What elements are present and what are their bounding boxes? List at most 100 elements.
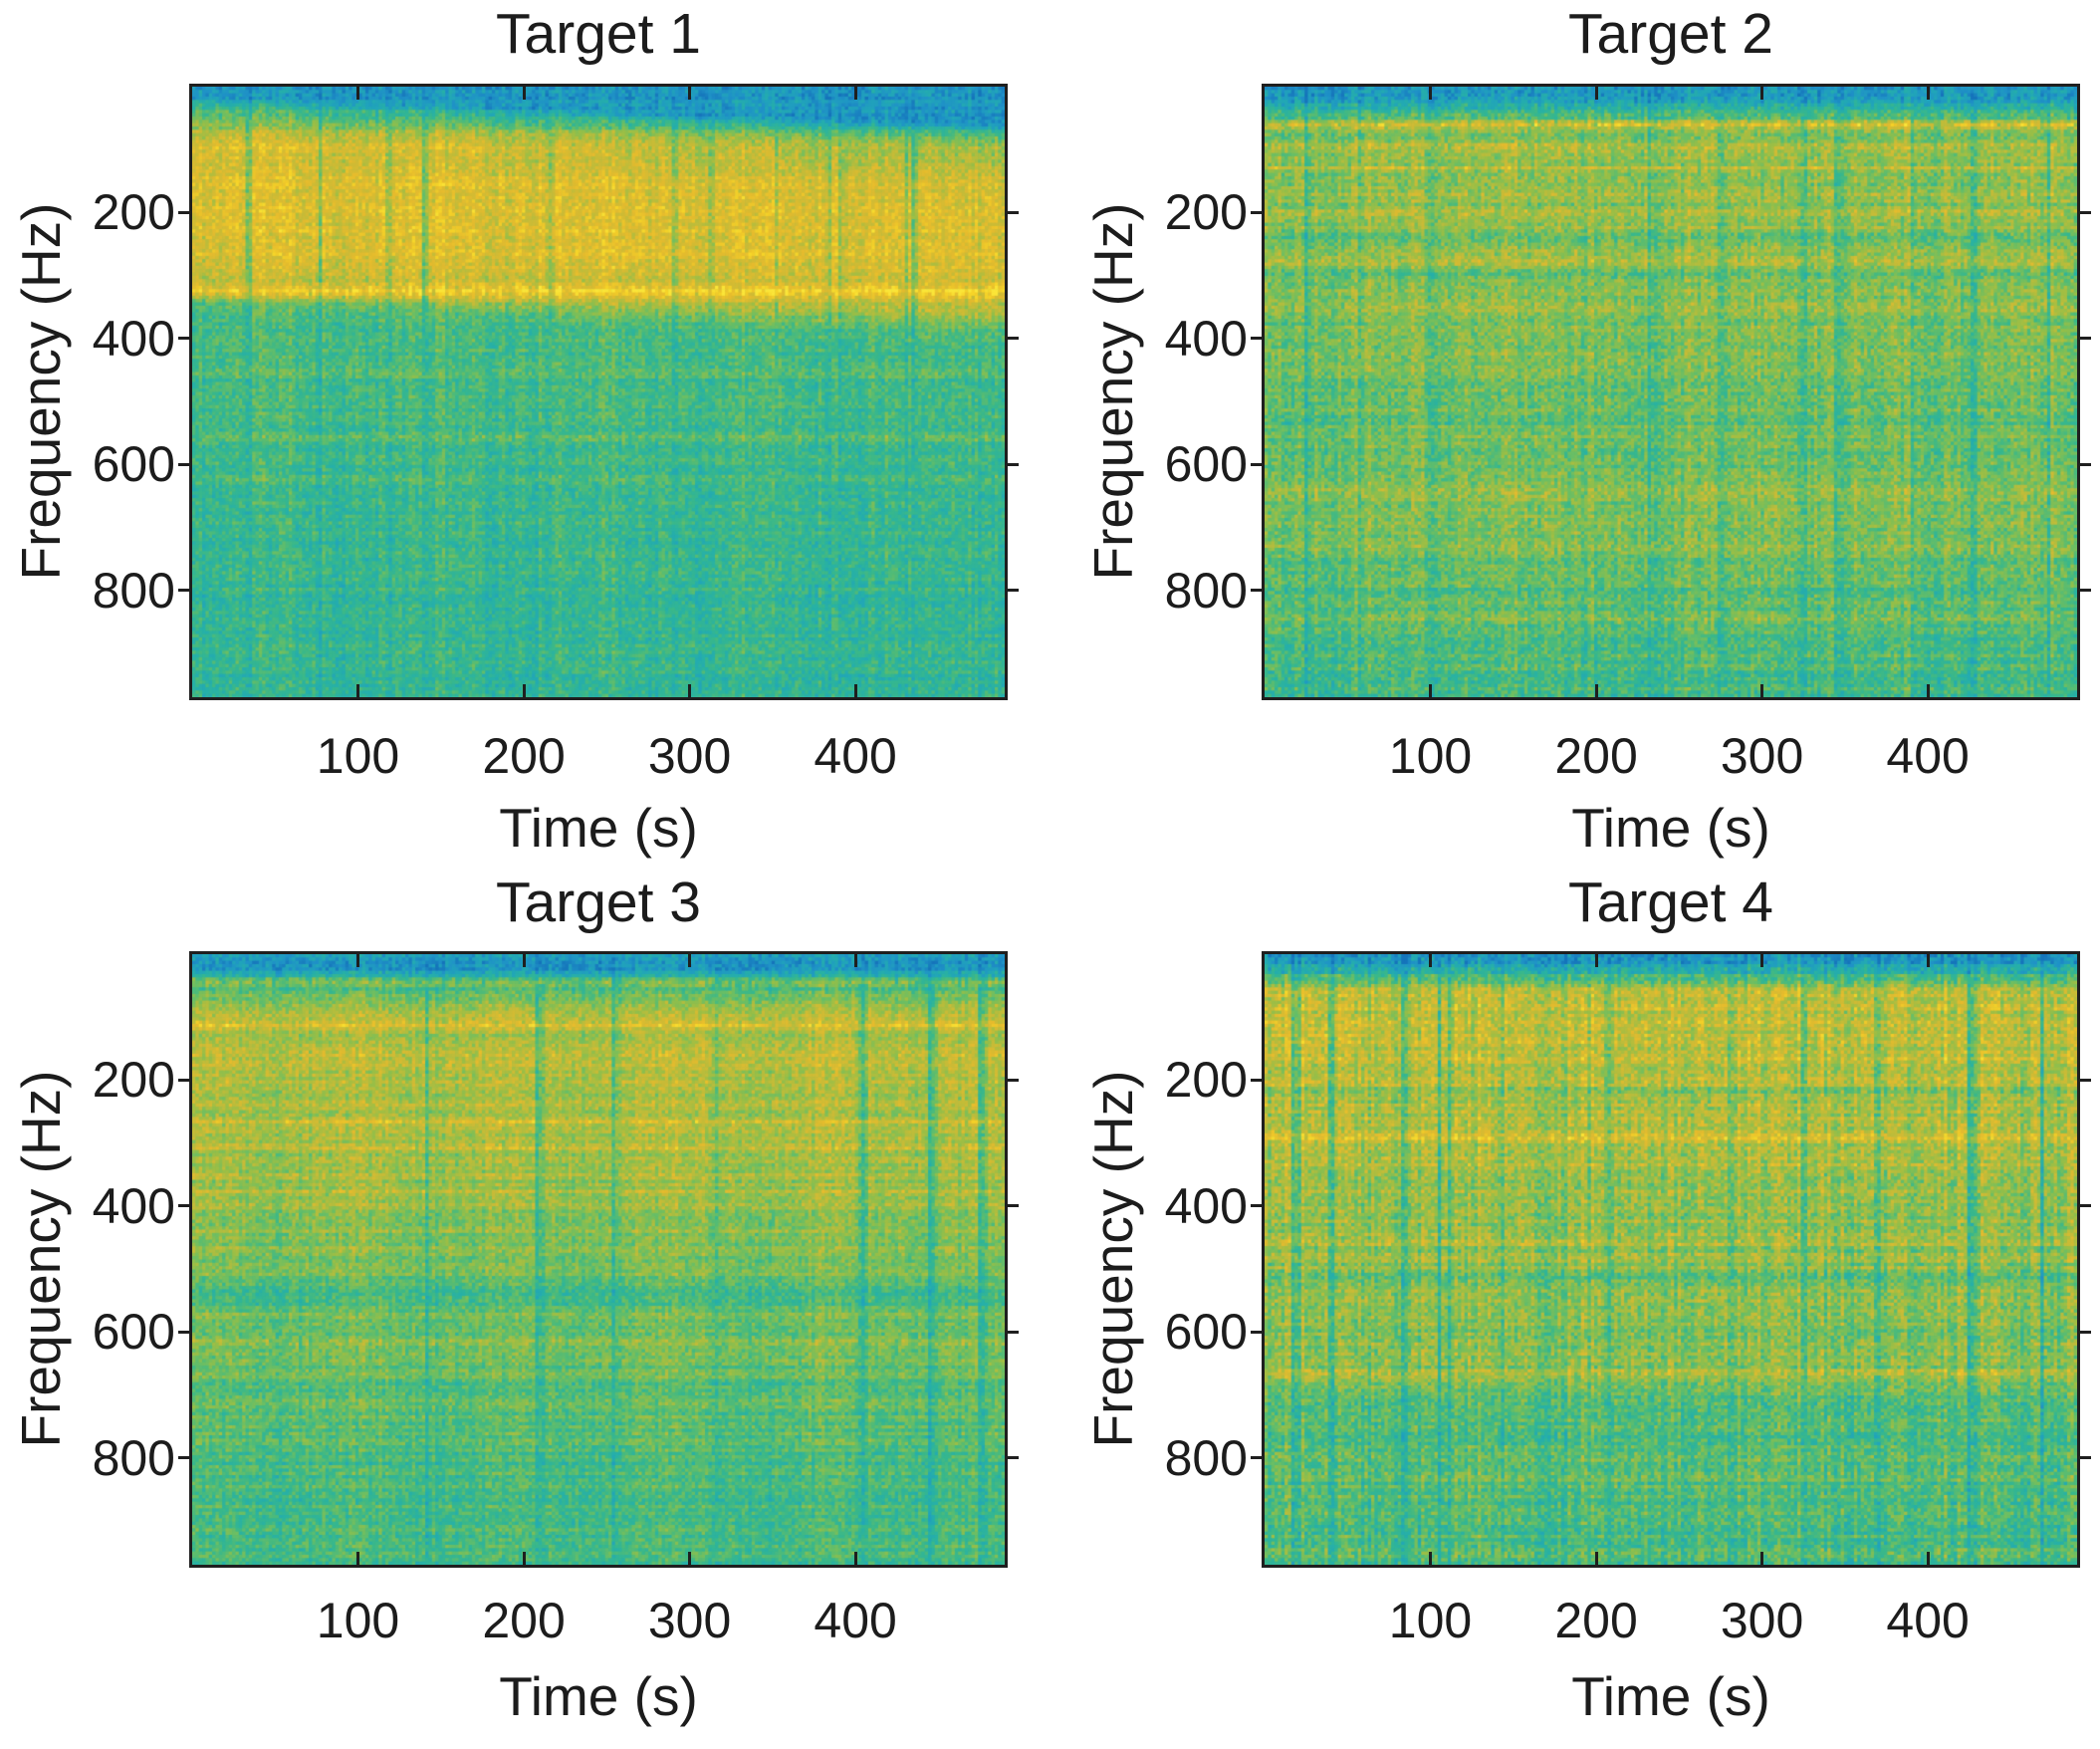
x-tick-label: 400	[1886, 728, 1970, 784]
x-tick-mark	[1594, 954, 1598, 967]
spectrogram-canvas	[192, 87, 1005, 697]
x-tick-label: 200	[482, 1593, 566, 1648]
x-tick-mark	[688, 1552, 692, 1565]
plot-title-target-4: Target 4	[1568, 871, 1773, 934]
y-axis-label: Frequency (Hz)	[10, 1070, 72, 1448]
y-tick-mark	[1008, 1204, 1019, 1208]
y-tick-label: 200	[1164, 184, 1248, 241]
x-tick-mark	[1594, 87, 1598, 100]
y-tick-mark	[178, 1204, 189, 1208]
x-tick-mark	[356, 954, 360, 967]
spectrogram-plot-target-2	[1251, 84, 2091, 700]
y-axis-label: Frequency (Hz)	[1082, 202, 1144, 581]
y-tick-label: 800	[1164, 562, 1248, 619]
x-tick-label: 300	[1720, 728, 1804, 784]
x-tick-mark	[688, 954, 692, 967]
spectrogram-plot-target-1	[178, 84, 1019, 700]
x-tick-label: 100	[316, 1593, 400, 1648]
y-tick-label: 600	[92, 436, 175, 493]
spectrogram-plot-target-3	[178, 951, 1019, 1568]
x-tick-mark	[1429, 87, 1433, 100]
y-tick-mark	[2080, 337, 2091, 341]
y-tick-label: 800	[92, 562, 175, 619]
y-tick-label: 600	[92, 1304, 175, 1361]
y-tick-mark	[2080, 210, 2091, 214]
y-tick-label: 400	[92, 310, 175, 367]
y-tick-mark	[1008, 210, 1019, 214]
y-tick-mark	[1251, 1078, 1262, 1082]
y-tick-label: 800	[92, 1429, 175, 1486]
y-axis-label: Frequency (Hz)	[1082, 1070, 1144, 1448]
y-tick-mark	[1251, 210, 1262, 214]
y-tick-mark	[178, 1078, 189, 1082]
x-tick-label: 200	[1554, 1593, 1638, 1648]
y-tick-mark	[1008, 1078, 1019, 1082]
y-tick-mark	[1008, 337, 1019, 341]
spectrogram-canvas	[1265, 87, 2077, 697]
x-tick-mark	[1760, 684, 1764, 697]
plot-title-target-3: Target 3	[496, 871, 701, 934]
y-tick-label: 400	[92, 1177, 175, 1234]
x-tick-mark	[522, 954, 526, 967]
x-tick-mark	[853, 87, 857, 100]
y-tick-mark	[2080, 589, 2091, 593]
y-tick-mark	[2080, 1078, 2091, 1082]
x-tick-mark	[853, 684, 857, 697]
x-tick-mark	[1926, 684, 1930, 697]
x-tick-mark	[1429, 684, 1433, 697]
y-tick-mark	[2080, 1456, 2091, 1460]
x-tick-mark	[356, 1552, 360, 1565]
x-tick-label: 200	[482, 728, 566, 784]
x-tick-label: 400	[814, 1593, 897, 1648]
y-axis-label: Frequency (Hz)	[10, 202, 72, 581]
y-tick-label: 400	[1164, 1177, 1248, 1234]
x-tick-label: 100	[1388, 728, 1473, 784]
x-tick-label: 100	[316, 728, 400, 784]
x-tick-mark	[356, 684, 360, 697]
y-tick-label: 200	[92, 1052, 175, 1109]
x-tick-mark	[1760, 954, 1764, 967]
spectrogram-canvas	[1265, 954, 2077, 1565]
y-tick-mark	[1008, 462, 1019, 466]
y-tick-mark	[178, 1456, 189, 1460]
x-tick-mark	[522, 1552, 526, 1565]
x-tick-label: 100	[1388, 1593, 1473, 1648]
y-tick-mark	[1008, 1456, 1019, 1460]
x-tick-mark	[1760, 1552, 1764, 1565]
x-tick-label: 400	[814, 728, 897, 784]
y-tick-label: 600	[1164, 436, 1248, 493]
y-tick-label: 200	[1164, 1052, 1248, 1109]
y-tick-label: 400	[1164, 310, 1248, 367]
x-tick-mark	[853, 954, 857, 967]
x-tick-label: 200	[1554, 728, 1638, 784]
y-tick-mark	[2080, 462, 2091, 466]
y-tick-mark	[1251, 1330, 1262, 1334]
x-tick-mark	[688, 87, 692, 100]
spectrogram-canvas	[192, 954, 1005, 1565]
y-tick-mark	[178, 1330, 189, 1334]
x-tick-mark	[522, 684, 526, 697]
x-axis-label: Time (s)	[499, 797, 698, 859]
y-tick-mark	[1251, 1204, 1262, 1208]
plot-title-target-2: Target 2	[1568, 2, 1773, 66]
y-tick-label: 800	[1164, 1429, 1248, 1486]
y-tick-mark	[1251, 1456, 1262, 1460]
y-tick-mark	[178, 210, 189, 214]
y-tick-mark	[1251, 589, 1262, 593]
y-tick-mark	[1008, 1330, 1019, 1334]
y-tick-mark	[2080, 1330, 2091, 1334]
x-tick-mark	[1926, 1552, 1930, 1565]
x-tick-mark	[1926, 87, 1930, 100]
y-tick-mark	[2080, 1204, 2091, 1208]
x-tick-mark	[1926, 954, 1930, 967]
y-tick-mark	[178, 589, 189, 593]
y-tick-mark	[1251, 337, 1262, 341]
y-tick-mark	[178, 462, 189, 466]
y-tick-mark	[1251, 462, 1262, 466]
y-tick-mark	[178, 337, 189, 341]
x-tick-label: 300	[1720, 1593, 1804, 1648]
x-tick-mark	[853, 1552, 857, 1565]
x-tick-mark	[356, 87, 360, 100]
x-axis-label: Time (s)	[1571, 797, 1770, 859]
